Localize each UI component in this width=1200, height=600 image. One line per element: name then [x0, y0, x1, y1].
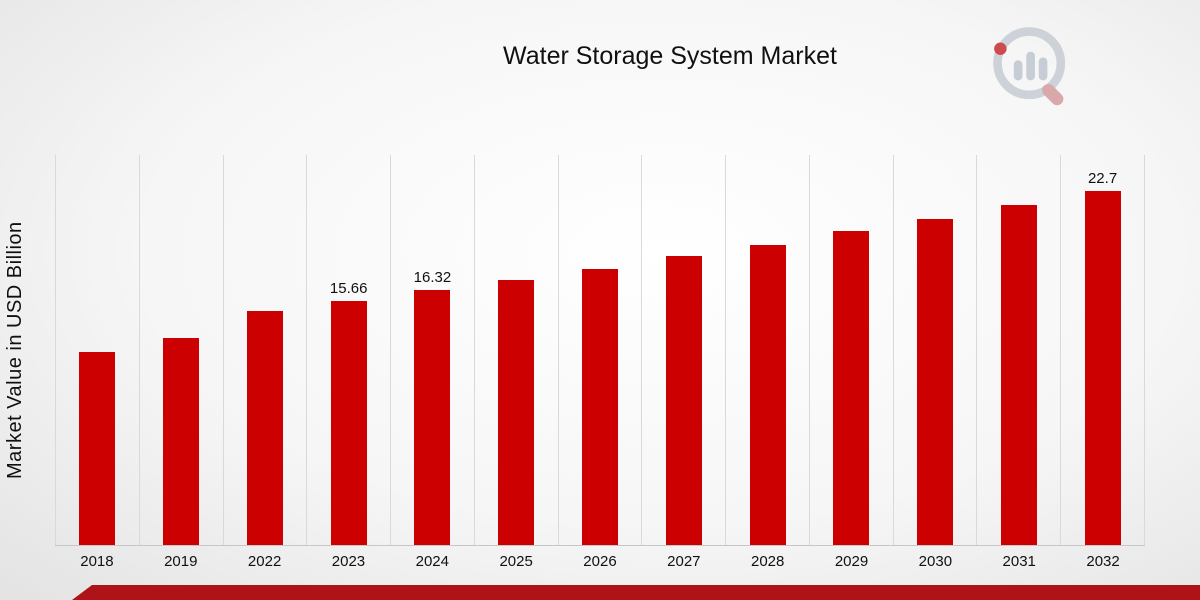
- x-tick-label: 2030: [918, 553, 953, 570]
- bar: [1000, 204, 1037, 545]
- x-tick-label: 2022: [247, 553, 282, 570]
- bar: [833, 231, 870, 545]
- x-tick-label: 2019: [164, 553, 198, 570]
- chart-column: [976, 155, 1060, 545]
- bar-value-label: 16.32: [413, 269, 452, 287]
- bar: [665, 256, 702, 545]
- bar: [414, 290, 451, 545]
- chart-column: [55, 155, 139, 545]
- chart-column: 16.32: [390, 155, 474, 545]
- x-tick-label: 2025: [499, 553, 533, 570]
- x-tick-label: 2029: [834, 553, 869, 570]
- footer-stripe: [72, 585, 1200, 600]
- x-tick-label: 2032: [1086, 553, 1120, 570]
- brand-logo-icon: [985, 20, 1081, 114]
- chart-column: [222, 155, 307, 545]
- chart-column: [138, 155, 223, 545]
- bar: [79, 351, 116, 545]
- chart-plot: 15.66 16.32 22.7: [55, 155, 1145, 546]
- chart-column: [473, 155, 558, 545]
- chart-column: [892, 155, 977, 545]
- bar-value-label: 22.7: [1087, 169, 1118, 187]
- y-axis-label: Market Value in USD Billion: [4, 221, 26, 479]
- x-axis: 2018 2019 2022 2023 2024 2025 2026 2027 2028 2029…: [55, 553, 1145, 570]
- x-tick-label: 2023: [331, 553, 366, 570]
- bar: [330, 300, 367, 545]
- chart-column: 22.7: [1060, 155, 1145, 545]
- chart-column: [808, 155, 893, 545]
- bar: [917, 218, 954, 545]
- bar: [1084, 190, 1121, 545]
- chart-column: [557, 155, 642, 545]
- chart-column: [641, 155, 725, 545]
- bar-value-label: 15.66: [329, 279, 368, 297]
- bar: [163, 337, 200, 545]
- bar: [246, 311, 283, 545]
- x-tick-label: 2018: [80, 553, 114, 570]
- bar: [749, 245, 786, 545]
- bar: [581, 268, 618, 545]
- x-tick-label: 2026: [583, 553, 617, 570]
- chart-column: 15.66: [306, 155, 390, 545]
- chart-column: [725, 155, 809, 545]
- x-tick-label: 2031: [1002, 553, 1036, 570]
- x-tick-label: 2028: [750, 553, 785, 570]
- x-tick-label: 2024: [415, 553, 449, 570]
- x-tick-label: 2027: [667, 553, 701, 570]
- chart-title: Water Storage System Market: [503, 42, 837, 70]
- bar: [498, 279, 535, 545]
